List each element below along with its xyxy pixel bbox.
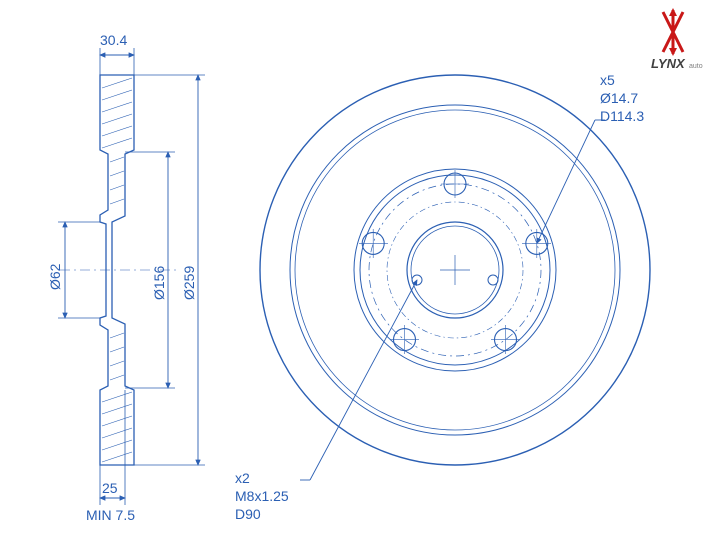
thread-pcd-label: D90 — [235, 506, 261, 522]
front-view: x5 Ø14.7 D114.3 x2 M8x1.25 D90 — [235, 72, 650, 522]
logo-text: LYNX — [651, 56, 686, 71]
logo-sub: auto — [689, 63, 703, 70]
bolt-pcd-label: D114.3 — [600, 108, 644, 124]
bolt-count-label: x5 — [600, 72, 615, 88]
bolt-dia-label: Ø14.7 — [600, 90, 638, 106]
technical-drawing: x5 Ø14.7 D114.3 x2 M8x1.25 D90 — [0, 0, 720, 540]
dia-156-label: Ø156 — [151, 266, 167, 300]
drawing-canvas: { "colors": { "stroke": "#2b5fb3", "stro… — [0, 0, 720, 540]
min-thickness-label: MIN 7.5 — [86, 507, 135, 523]
depth-25-label: 25 — [102, 480, 118, 496]
width-top-label: 30.4 — [100, 32, 127, 48]
brand-logo: LYNX auto — [651, 8, 703, 71]
dia-259-label: Ø259 — [181, 266, 197, 300]
dia-62-label: Ø62 — [47, 263, 63, 290]
side-view: 30.4 25 MIN 7.5 Ø259 Ø156 Ø62 — [47, 32, 205, 523]
thread-spec-label: M8x1.25 — [235, 488, 289, 504]
thread-count-label: x2 — [235, 470, 250, 486]
